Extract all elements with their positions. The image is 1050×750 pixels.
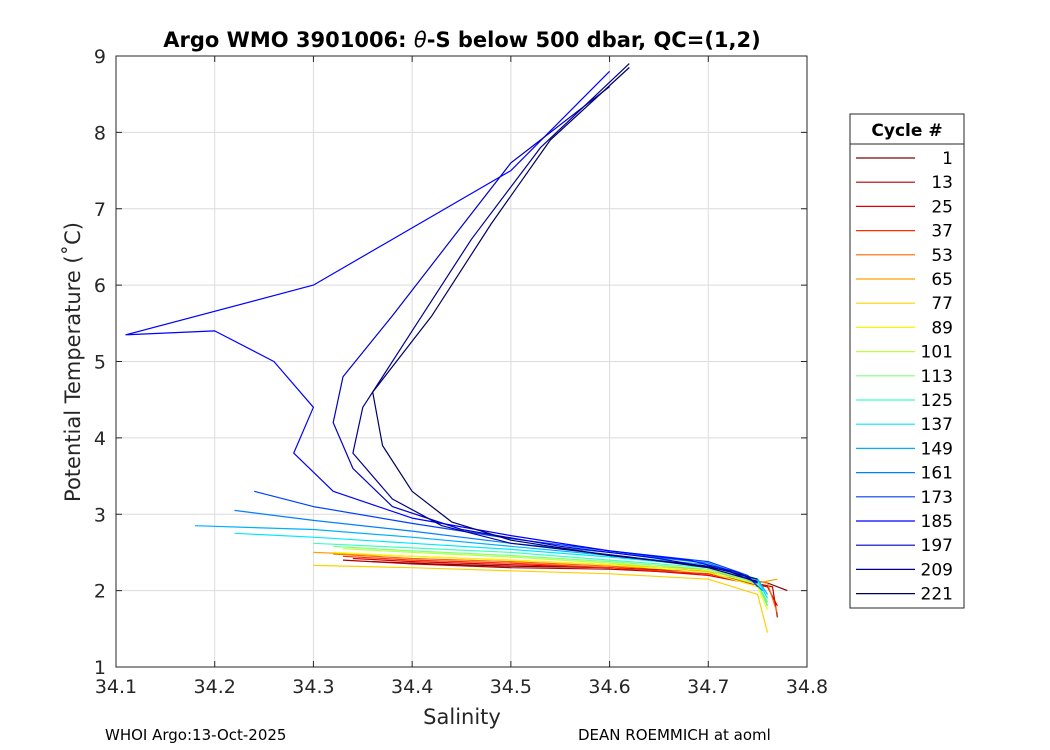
legend-label-197: 197 bbox=[921, 536, 953, 556]
series-line-6 bbox=[313, 564, 769, 633]
x-tick-label: 34.6 bbox=[588, 676, 630, 698]
legend-label-161: 161 bbox=[921, 464, 953, 484]
legend-label-137: 137 bbox=[921, 415, 953, 435]
legend-label-1: 1 bbox=[942, 149, 953, 169]
series-group bbox=[125, 63, 788, 633]
legend-label-113: 113 bbox=[921, 367, 953, 387]
y-tick-label: 5 bbox=[94, 352, 106, 374]
legend: Cycle # 11325375365778910111312513714916… bbox=[849, 113, 965, 609]
legend-label-77: 77 bbox=[931, 294, 953, 314]
legend-label-185: 185 bbox=[921, 512, 953, 532]
grid bbox=[116, 56, 807, 667]
y-axis-label: Potential Temperature (˚C) bbox=[61, 222, 85, 502]
series-line-1 bbox=[342, 559, 778, 618]
axis-ticks: 34.1 34.2 34.3 34.4 34.5 34.6 34.7 34.8 1 2 3 4 5 6 7 8… bbox=[94, 46, 828, 698]
legend-label-125: 125 bbox=[921, 391, 953, 411]
footer-right: DEAN ROEMMICH at aoml bbox=[578, 726, 771, 744]
x-tick-label: 34.3 bbox=[292, 676, 334, 698]
legend-label-89: 89 bbox=[931, 318, 953, 338]
series-line-8 bbox=[342, 548, 769, 607]
legend-title: Cycle # bbox=[871, 121, 942, 141]
legend-label-25: 25 bbox=[931, 197, 953, 217]
plot-area: 34.1 34.2 34.3 34.4 34.5 34.6 34.7 34.8 1 2 3 4 5 6 7 8… bbox=[94, 46, 828, 698]
legend-label-13: 13 bbox=[931, 173, 953, 193]
legend-label-53: 53 bbox=[931, 246, 953, 266]
legend-entries: 1132537536577891011131251371491611731851… bbox=[856, 149, 953, 605]
chart-title: Argo WMO 3901006: θ-S below 500 dbar, QC… bbox=[163, 28, 760, 52]
y-tick-label: 2 bbox=[94, 581, 106, 603]
y-tick-label: 9 bbox=[94, 46, 106, 68]
series-line-18 bbox=[372, 67, 758, 580]
x-tick-label: 34.1 bbox=[95, 676, 137, 698]
x-tick-label: 34.2 bbox=[194, 676, 236, 698]
x-tick-label: 34.8 bbox=[786, 676, 828, 698]
series-line-14 bbox=[254, 490, 759, 588]
legend-box bbox=[849, 113, 965, 609]
y-tick-label: 1 bbox=[94, 657, 106, 679]
series-line-16 bbox=[332, 86, 758, 584]
x-tick-label: 34.5 bbox=[490, 676, 532, 698]
legend-label-37: 37 bbox=[931, 222, 953, 242]
x-tick-label: 34.4 bbox=[391, 676, 433, 698]
y-tick-label: 3 bbox=[94, 504, 106, 526]
legend-label-65: 65 bbox=[931, 270, 953, 290]
x-axis-label: Salinity bbox=[423, 705, 501, 729]
y-tick-label: 4 bbox=[94, 428, 106, 450]
legend-label-101: 101 bbox=[921, 343, 953, 363]
footer-left: WHOI Argo:13-Oct-2025 bbox=[105, 726, 287, 744]
series-line-15 bbox=[125, 70, 758, 584]
series-line-4 bbox=[333, 553, 778, 614]
y-tick-label: 8 bbox=[94, 122, 106, 144]
legend-label-221: 221 bbox=[921, 585, 953, 605]
y-tick-label: 6 bbox=[94, 275, 106, 297]
legend-label-149: 149 bbox=[921, 439, 953, 459]
legend-label-173: 173 bbox=[921, 488, 953, 508]
x-tick-label: 34.7 bbox=[687, 676, 729, 698]
y-tick-label: 7 bbox=[94, 199, 106, 221]
legend-label-209: 209 bbox=[921, 560, 953, 580]
